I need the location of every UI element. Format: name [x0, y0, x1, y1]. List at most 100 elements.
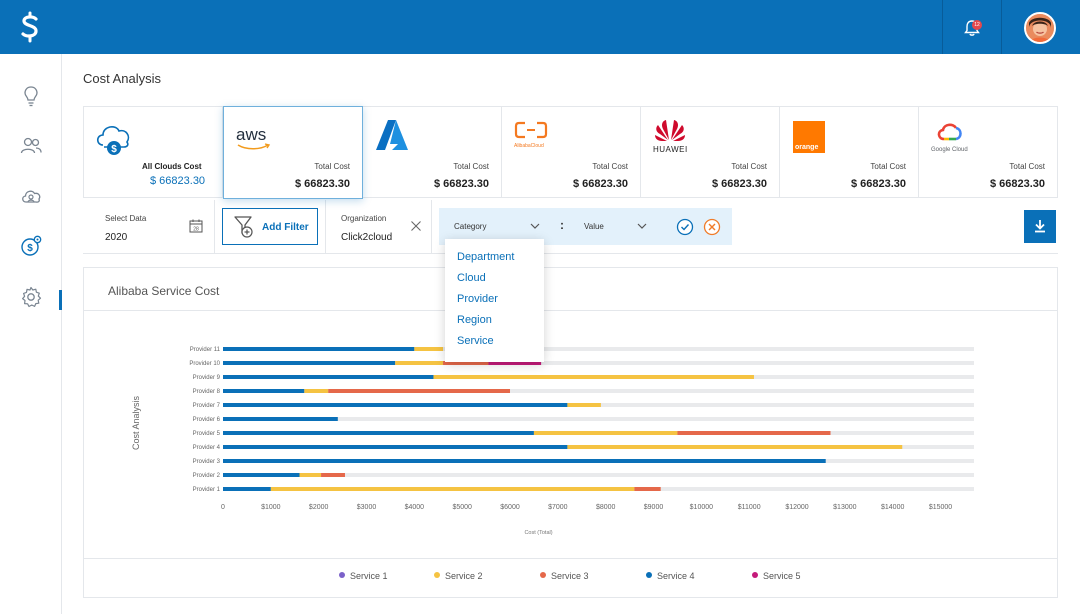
legend-divider	[84, 558, 1057, 559]
select-data-value[interactable]: 2020	[105, 232, 128, 243]
card-label: Total Cost	[731, 162, 767, 171]
x-tick-label: $9000	[644, 504, 664, 511]
alibaba-logo-icon	[514, 121, 548, 139]
legend-item-service-5[interactable]: Service 5	[752, 571, 801, 581]
dropdown-item-provider[interactable]: Provider	[457, 293, 498, 305]
bar-segment-service-3	[328, 389, 511, 393]
bar-segment-service-2	[433, 375, 754, 379]
y-tick-label: Provider 4	[193, 445, 221, 451]
y-axis-label: Cost Analysis	[131, 395, 141, 450]
huawei-logo-icon	[655, 120, 685, 141]
cloud-dollar-icon: $	[96, 126, 130, 155]
legend-dot-icon	[646, 572, 652, 578]
bar-segment-service-2	[533, 431, 678, 435]
dollar-logo-icon[interactable]	[14, 10, 46, 44]
x-tick-label: $6000	[500, 504, 520, 511]
aws-logo-text: aws	[236, 125, 267, 144]
card-value: $ 66823.30	[850, 178, 906, 190]
legend-label: Service 4	[657, 571, 695, 581]
bar-track	[223, 347, 974, 351]
gear-icon[interactable]	[19, 285, 43, 309]
users-icon[interactable]	[19, 134, 43, 158]
card-label: Total Cost	[870, 162, 906, 171]
chevron-down-icon[interactable]	[530, 222, 540, 230]
topbar-divider	[942, 0, 943, 54]
bar-segment-service-3	[321, 473, 345, 477]
dropdown-item-region[interactable]: Region	[457, 314, 492, 326]
download-button[interactable]	[1024, 210, 1056, 243]
value-select[interactable]: Value	[584, 222, 604, 231]
category-value-filter: Category : Value	[439, 208, 732, 245]
card-alibaba[interactable]: AlibabaCloud Total Cost $ 66823.30	[502, 107, 641, 197]
legend-item-service-3[interactable]: Service 3	[540, 571, 589, 581]
category-select[interactable]: Category	[454, 222, 487, 231]
bar-segment-service-4	[223, 403, 568, 407]
bar-track	[223, 473, 974, 477]
sidebar: $	[0, 54, 62, 614]
card-label: All Clouds Cost	[142, 162, 202, 171]
topbar-divider	[1001, 0, 1002, 54]
chevron-down-icon[interactable]	[637, 222, 647, 230]
user-avatar-icon	[1026, 14, 1054, 42]
y-tick-label: Provider 9	[193, 375, 221, 381]
legend-dot-icon	[434, 572, 440, 578]
card-orange[interactable]: orange Total Cost $ 66823.30	[780, 107, 919, 197]
apply-check-icon[interactable]	[676, 218, 694, 236]
lightbulb-icon[interactable]	[19, 84, 43, 108]
svg-text:$: $	[111, 144, 117, 155]
dropdown-item-department[interactable]: Department	[457, 251, 515, 263]
filter-bar: Select Data 2020 28 Add Filter Organizat…	[83, 200, 1058, 254]
cloud-user-icon[interactable]	[19, 184, 43, 208]
add-filter-button[interactable]: Add Filter	[222, 208, 318, 245]
card-azure[interactable]: Total Cost $ 66823.30	[363, 107, 502, 197]
select-data-label: Select Data	[105, 214, 147, 223]
cloud-cost-cards: $ All Clouds Cost $ 66823.30 aws Total C…	[83, 106, 1058, 199]
filter-divider	[325, 200, 326, 254]
bar-segment-service-3	[634, 487, 661, 491]
legend-item-service-1[interactable]: Service 1	[339, 571, 388, 581]
user-avatar[interactable]	[1024, 12, 1056, 44]
card-aws[interactable]: aws Total Cost $ 66823.30	[223, 106, 363, 199]
clear-organization-icon[interactable]	[410, 220, 422, 232]
card-google-cloud[interactable]: Google Cloud Total Cost $ 66823.30	[919, 107, 1057, 197]
bar-track	[223, 361, 974, 365]
bar-segment-service-4	[223, 347, 415, 351]
legend-label: Service 3	[551, 571, 589, 581]
x-tick-label: $11000	[738, 504, 761, 511]
card-value: $ 66823.30	[150, 175, 206, 187]
calendar-icon[interactable]: 28	[189, 219, 203, 233]
legend-item-service-4[interactable]: Service 4	[646, 571, 695, 581]
bar-segment-service-4	[223, 417, 338, 421]
dropdown-item-service[interactable]: Service	[457, 335, 494, 347]
bar-segment-service-4	[223, 487, 271, 491]
bar-segment-service-3	[677, 431, 831, 435]
card-label: Total Cost	[1009, 162, 1045, 171]
cancel-x-icon[interactable]	[703, 218, 721, 236]
x-tick-label: $3000	[357, 504, 377, 511]
y-tick-label: Provider 2	[193, 473, 221, 479]
bar-track	[223, 417, 974, 421]
y-tick-label: Provider 6	[193, 417, 221, 423]
x-tick-label: $15000	[929, 504, 952, 511]
card-all-clouds[interactable]: $ All Clouds Cost $ 66823.30	[84, 107, 223, 197]
card-huawei[interactable]: HUAWEI Total Cost $ 66823.30	[641, 107, 780, 197]
x-tick-label: $1000	[261, 504, 281, 511]
card-label: Total Cost	[453, 162, 489, 171]
bar-segment-service-2	[567, 403, 601, 407]
orange-logo-text: orange	[795, 144, 819, 151]
bar-segment-service-2	[567, 445, 903, 449]
x-tick-label: $7000	[548, 504, 568, 511]
dropdown-item-cloud[interactable]: Cloud	[457, 272, 486, 284]
cost-settings-icon[interactable]: $	[19, 234, 43, 258]
card-value: $ 66823.30	[989, 178, 1045, 190]
organization-label: Organization	[341, 214, 387, 223]
x-tick-label: $2000	[309, 504, 329, 511]
chart-divider	[84, 310, 1057, 311]
bar-segment-service-2	[395, 361, 444, 365]
legend-item-service-2[interactable]: Service 2	[434, 571, 483, 581]
x-tick-label: $10000	[690, 504, 713, 511]
sidebar-active-indicator	[59, 290, 62, 310]
legend-label: Service 5	[763, 571, 801, 581]
top-bar: 12	[0, 0, 1080, 54]
organization-value[interactable]: Click2cloud	[341, 232, 393, 243]
